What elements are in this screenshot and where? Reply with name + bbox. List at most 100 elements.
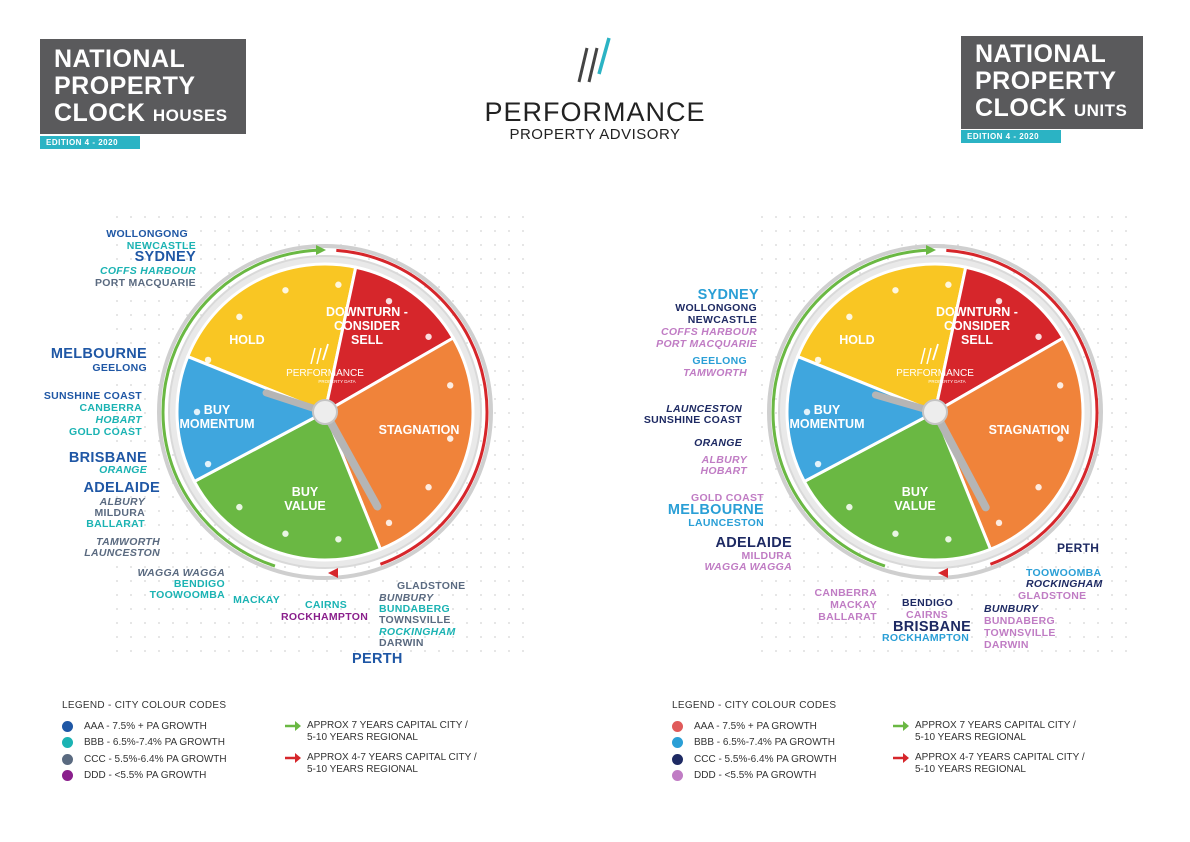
- houses-label-hold: HOLD: [229, 333, 264, 347]
- houses-dial-dot: [425, 333, 432, 340]
- houses-legend-dot-ddd: [62, 770, 73, 782]
- houses-city-launceston: LAUNCESTON: [84, 547, 160, 559]
- green-arrow-icon: [893, 721, 909, 731]
- houses-segment-hold: [185, 262, 358, 415]
- units-label-buy-momentum-2: MOMENTUM: [790, 417, 865, 431]
- units-title-line2: PROPERTY: [975, 67, 1117, 95]
- units-segment-stagnation: [933, 335, 1085, 552]
- units-legend-bbb: BBB - 6.5%-7.4% PA GROWTH: [694, 737, 835, 749]
- houses-green-arrowhead: [316, 245, 326, 255]
- units-legend-dot-bbb: [672, 737, 683, 749]
- houses-city-mildura: MILDURA: [94, 507, 145, 519]
- houses-city-gold-coast: GOLD COAST: [69, 426, 142, 438]
- units-segment-downturn: [932, 265, 1066, 415]
- houses-legend: LEGEND - CITY COLOUR CODES AAA - 7.5% + …: [62, 700, 227, 784]
- units-city-wagga-wagga: WAGGA WAGGA: [704, 561, 792, 573]
- units-legend-ccc: CCC - 5.5%-6.4% PA GROWTH: [694, 753, 837, 765]
- houses-hub: [312, 399, 338, 425]
- units-dial-dot: [945, 281, 952, 288]
- houses-segment-downturn: [322, 265, 456, 415]
- units-city-brisbane: BRISBANE: [893, 619, 972, 635]
- houses-green-cycle-arc: [161, 248, 320, 568]
- units-dial-dot: [995, 297, 1003, 305]
- houses-city-toowoomba: TOOWOOMBA: [149, 589, 225, 601]
- units-city-rockhampton: ROCKHAMPTON: [882, 632, 970, 644]
- houses-label-buy-momentum-2: MOMENTUM: [180, 417, 255, 431]
- houses-dial-dot: [236, 313, 243, 321]
- houses-segment-stagnation: [323, 335, 475, 552]
- houses-inner-logo-slash: [322, 343, 329, 361]
- units-city-adelaide: ADELAIDE: [715, 535, 792, 551]
- houses-legend-dot-aaa: [62, 720, 73, 732]
- units-dial-dot: [846, 503, 853, 511]
- houses-label-buy-momentum-1: BUY: [204, 403, 231, 417]
- houses-city-townsville: TOWNSVILLE: [379, 614, 451, 626]
- units-city-bendigo: BENDIGO: [902, 597, 954, 609]
- units-dial-dot: [1035, 333, 1042, 340]
- houses-dial-dot: [385, 519, 393, 527]
- units-green-arrowhead: [926, 245, 936, 255]
- houses-dial-dot: [385, 297, 393, 305]
- units-minute-hand: [931, 408, 990, 512]
- units-legend-dot-ccc: [672, 753, 683, 765]
- units-segment-buy-momentum: [785, 354, 939, 484]
- units-label-downturn-2: CONSIDER: [944, 319, 1010, 333]
- houses-segment-buy-value: [192, 409, 383, 562]
- units-city-cairns: CAIRNS: [906, 609, 949, 621]
- units-title-line1: NATIONAL: [975, 40, 1107, 68]
- houses-city-albury: ALBURY: [99, 496, 145, 508]
- units-dial-dot: [814, 356, 822, 364]
- houses-city-bunbury: BUNBURY: [379, 592, 434, 604]
- houses-label-downturn-2: CONSIDER: [334, 319, 400, 333]
- units-city-darwin: DARWIN: [984, 639, 1029, 651]
- houses-city-bendigo: BENDIGO: [173, 578, 225, 590]
- houses-city-bundaberg: BUNDABERG: [379, 603, 450, 615]
- units-arrow-green-line2: 5-10 YEARS REGIONAL: [915, 732, 1026, 743]
- houses-arrow-red-line2: 5-10 YEARS REGIONAL: [307, 764, 418, 775]
- units-city-newcastle: NEWCASTLE: [687, 314, 757, 326]
- units-green-cycle-arc: [771, 248, 930, 568]
- houses-legend-title: LEGEND - CITY COLOUR CODES: [62, 700, 227, 711]
- units-label-hold: HOLD: [839, 333, 874, 347]
- units-city-toowoomba: TOOWOOMBA: [1026, 567, 1102, 579]
- units-city-canberra: CANBERRA: [814, 587, 877, 599]
- units-inner-logo-slash: [932, 343, 939, 361]
- houses-legend-ccc: CCC - 5.5%-6.4% PA GROWTH: [84, 753, 227, 765]
- units-outer-ring: [767, 244, 1103, 580]
- units-city-launceston: LAUNCESTON: [688, 517, 764, 529]
- green-arrow-icon: [285, 721, 301, 731]
- units-dial-dot: [945, 536, 952, 543]
- units-arrow-red-line1: APPROX 4-7 YEARS CAPITAL CITY /: [915, 752, 1085, 763]
- houses-dial-dot: [282, 287, 289, 294]
- houses-city-melbourne: MELBOURNE: [50, 346, 147, 362]
- houses-dial-dot: [335, 281, 342, 288]
- houses-city-perth: PERTH: [352, 651, 403, 667]
- houses-dial-dot: [425, 484, 432, 491]
- units-inner-logo-slash: [926, 347, 932, 365]
- houses-city-sydney: SYDNEY: [134, 249, 196, 265]
- units-label-buy-momentum-1: BUY: [814, 403, 841, 417]
- units-segment-buy-value: [802, 409, 993, 562]
- houses-city-darwin: DARWIN: [379, 637, 424, 649]
- houses-legend-bbb: BBB - 6.5%-7.4% PA GROWTH: [84, 737, 225, 749]
- units-arrow-red-line2: 5-10 YEARS REGIONAL: [915, 764, 1026, 775]
- houses-dial-dot: [236, 503, 243, 511]
- logo-slash-icon: [577, 37, 611, 83]
- houses-inner-logo-slash: [316, 347, 322, 365]
- units-city-sunshine-coast: SUNSHINE COAST: [643, 414, 742, 426]
- units-title-sub: UNITS: [1073, 101, 1128, 120]
- units-dial-dot: [995, 519, 1003, 527]
- units-legend-ddd: DDD - <5.5% PA GROWTH: [694, 770, 817, 782]
- units-legend: LEGEND - CITY COLOUR CODES AAA - 7.5% + …: [672, 700, 837, 784]
- houses-legend-ddd: DDD - <5.5% PA GROWTH: [84, 770, 207, 782]
- houses-city-port-macquarie: PORT MACQUARIE: [94, 277, 196, 289]
- units-legend-title: LEGEND - CITY COLOUR CODES: [672, 700, 837, 711]
- houses-red-arrowhead: [328, 568, 338, 578]
- units-dial-dot: [1035, 484, 1042, 491]
- units-dial-dot: [892, 530, 899, 537]
- houses-city-sunshine-coast: SUNSHINE COAST: [43, 390, 142, 402]
- houses-label-buy-value-1: BUY: [292, 485, 319, 499]
